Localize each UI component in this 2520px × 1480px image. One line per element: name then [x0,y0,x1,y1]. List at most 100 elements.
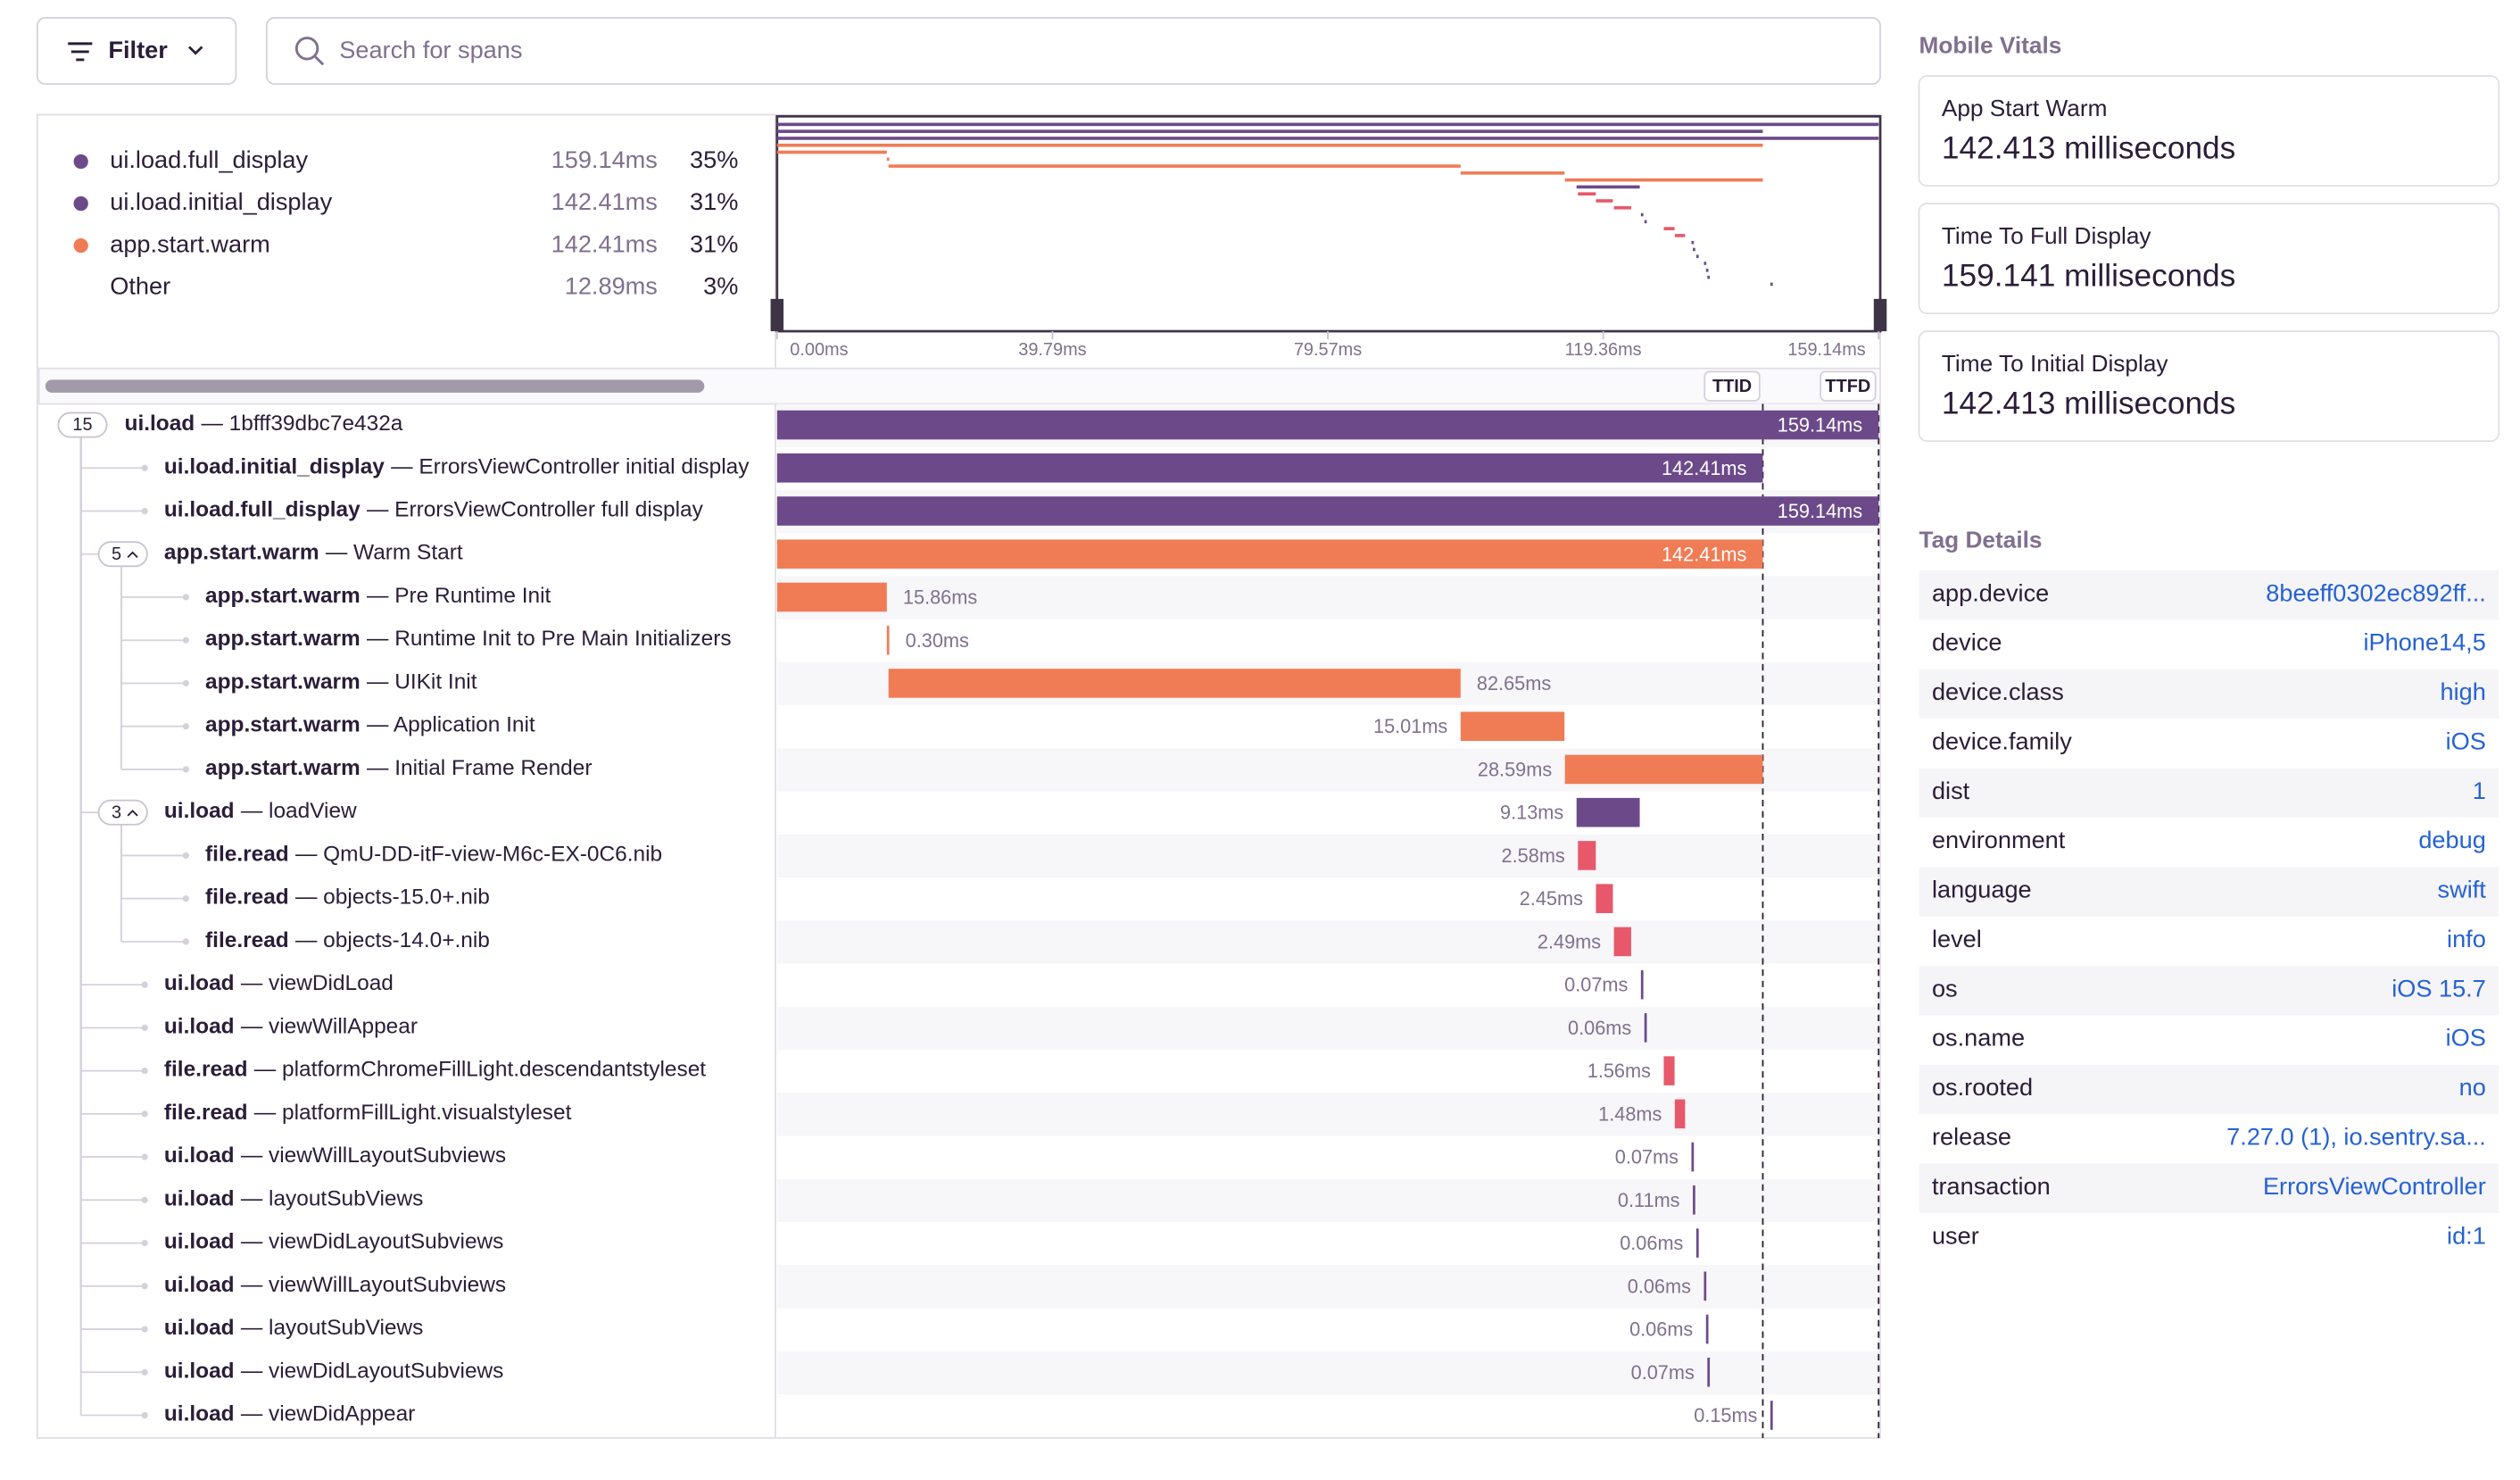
span-description: — Warm Start [326,541,463,565]
minimap-span [1770,282,1773,287]
tag-value[interactable]: debug [2418,826,2485,853]
duration-label: 142.41ms [1662,457,1747,479]
tag-value[interactable]: 8beeff0302ec892ff... [2266,578,2486,606]
minimap-handle[interactable] [770,298,784,332]
tag-key: app.device [1932,578,2049,606]
legend-duration: 12.89ms [565,271,658,299]
tag-value[interactable]: ErrorsViewController [2263,1172,2486,1200]
span-name: ui.load — 1bfff39dbc7e432a [125,412,403,436]
search-input[interactable] [265,17,1881,86]
tag-stripe [1919,669,2499,719]
span-name: file.read — platformFillLight.visualstyle… [164,1101,572,1125]
tag-value[interactable]: id:1 [2447,1221,2486,1249]
span-bar [1707,1357,1711,1387]
minimap-span [1564,178,1763,182]
minimap-span [776,137,1879,140]
vital-value: 159.141 milliseconds [1942,259,2236,294]
tag-value[interactable]: iPhone14,5 [2363,628,2485,656]
scrollbar[interactable] [45,379,705,393]
child-badge [57,412,108,438]
span-description: — Runtime Init to Pre Main Initializers [367,628,732,652]
tag-value[interactable]: high [2440,678,2485,705]
duration-label: 0.15ms [1694,1404,1757,1426]
tag-value[interactable]: iOS [2446,1024,2486,1052]
tree-node [182,766,189,773]
tree-node [182,723,189,730]
vital-value: 142.413 milliseconds [1942,131,2236,166]
duration-label: 82.65ms [1477,672,1551,694]
duration-label: 159.14ms [1778,414,1863,437]
tree-node [182,852,189,860]
span-bar [1460,711,1565,741]
span-name: ui.load — viewDidLayoutSubviews [164,1230,504,1254]
tag-stripe [1919,768,2499,818]
span-op: ui.load [125,412,195,436]
tag-value[interactable]: 7.27.0 (1), io.sentry.sa... [2226,1123,2486,1151]
span-bar [776,410,1879,440]
span-description: — UIKit Init [367,670,477,694]
span-description: — viewWillAppear [241,1015,418,1039]
duration-label: 142.41ms [1662,543,1747,565]
span-description: — 1bfff39dbc7e432a [201,412,402,436]
filter-button[interactable] [36,17,237,86]
span-bar [1578,841,1596,870]
search-placeholder: Search for spans [339,36,522,63]
span-op: ui.load [164,1144,235,1168]
span-name: app.start.warm — Pre Runtime Init [205,584,551,608]
span-name: ui.load — viewWillLayoutSubviews [164,1273,506,1297]
span-op: ui.load [164,1015,235,1039]
tree-node [141,1283,148,1290]
span-op: app.start.warm [205,584,361,608]
tag-key: os.rooted [1932,1073,2033,1101]
span-op: app.start.warm [205,670,361,694]
span-description: — viewWillLayoutSubviews [241,1144,506,1168]
duration-label: 0.07ms [1564,974,1628,996]
marker-badge [1703,370,1761,402]
minimap-span [1674,234,1686,237]
tag-key: level [1932,925,1982,952]
child-count: 15 [72,415,92,435]
span-name: ui.load — viewDidAppear [164,1402,415,1426]
row-stripe [776,834,1879,878]
tree-node [141,1239,148,1247]
tree-node [141,1153,148,1160]
tag-value[interactable]: no [2459,1073,2486,1101]
tag-value[interactable]: 1 [2473,777,2486,804]
minimap-span [1693,247,1695,252]
minimap-span [1460,171,1565,175]
span-op: ui.load [164,1273,235,1297]
minimap-span [1705,269,1709,272]
tag-key: os [1932,974,1958,1002]
minimap-handle[interactable] [1873,298,1887,332]
span-op: ui.load [164,1316,235,1340]
minimap-span [1596,199,1613,203]
legend-percent: 31% [690,229,738,257]
minimap-span [1695,254,1699,259]
tag-value[interactable]: info [2447,925,2486,952]
tree-node [141,1067,148,1075]
span-description: — layoutSubViews [241,1316,424,1340]
span-description: — viewDidLayoutSubviews [241,1230,504,1254]
span-description: — Application Init [367,713,535,737]
span-bar [1596,884,1613,913]
duration-label: 1.48ms [1598,1102,1662,1125]
tag-value[interactable]: swift [2438,876,2487,903]
tree-node [182,895,189,902]
tree-node [182,679,189,687]
span-name: ui.load.initial_display — ErrorsViewContr… [164,455,750,479]
tag-value[interactable]: iOS [2446,727,2486,754]
chevron [187,46,203,55]
span-name: ui.load — layoutSubViews [164,1187,423,1211]
span-op: file.read [164,1058,248,1082]
vital-value: 142.413 milliseconds [1942,387,2236,421]
span-bar [1663,1056,1675,1085]
row-stripe [776,1265,1879,1309]
minimap-span [776,129,1763,133]
duration-label: 0.07ms [1631,1361,1695,1384]
tag-value[interactable]: iOS 15.7 [2392,974,2486,1002]
span-description: — ErrorsViewController initial display [391,455,750,479]
legend-duration: 159.14ms [551,146,658,173]
span-bar [1705,1314,1709,1344]
legend-dot [73,237,88,254]
